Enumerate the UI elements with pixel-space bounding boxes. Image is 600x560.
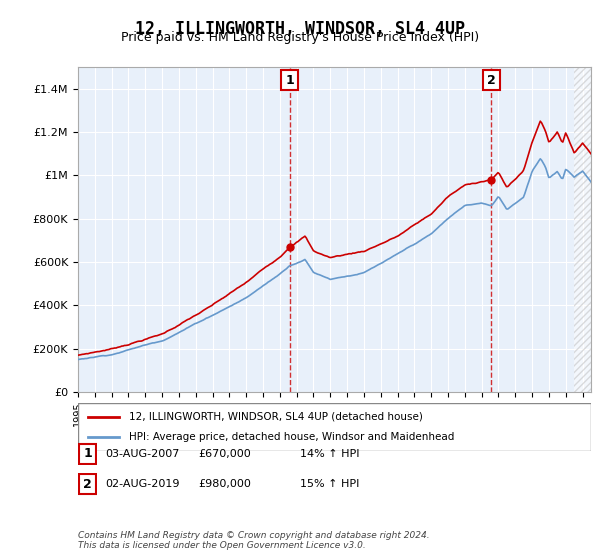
FancyBboxPatch shape (79, 444, 96, 464)
Text: 14% ↑ HPI: 14% ↑ HPI (300, 449, 359, 459)
Text: 1: 1 (83, 447, 92, 460)
Text: £670,000: £670,000 (198, 449, 251, 459)
Text: 02-AUG-2019: 02-AUG-2019 (105, 479, 179, 489)
Text: 12, ILLINGWORTH, WINDSOR, SL4 4UP (detached house): 12, ILLINGWORTH, WINDSOR, SL4 4UP (detac… (130, 412, 423, 422)
Text: 12, ILLINGWORTH, WINDSOR, SL4 4UP: 12, ILLINGWORTH, WINDSOR, SL4 4UP (135, 20, 465, 38)
Text: 03-AUG-2007: 03-AUG-2007 (105, 449, 179, 459)
Text: Contains HM Land Registry data © Crown copyright and database right 2024.
This d: Contains HM Land Registry data © Crown c… (78, 530, 430, 550)
Text: £980,000: £980,000 (198, 479, 251, 489)
FancyBboxPatch shape (79, 474, 96, 494)
Text: 2: 2 (487, 74, 496, 87)
Text: 2: 2 (83, 478, 92, 491)
Text: Price paid vs. HM Land Registry's House Price Index (HPI): Price paid vs. HM Land Registry's House … (121, 31, 479, 44)
Text: HPI: Average price, detached house, Windsor and Maidenhead: HPI: Average price, detached house, Wind… (130, 432, 455, 442)
FancyBboxPatch shape (78, 403, 591, 451)
Text: 15% ↑ HPI: 15% ↑ HPI (300, 479, 359, 489)
Text: 1: 1 (285, 74, 294, 87)
